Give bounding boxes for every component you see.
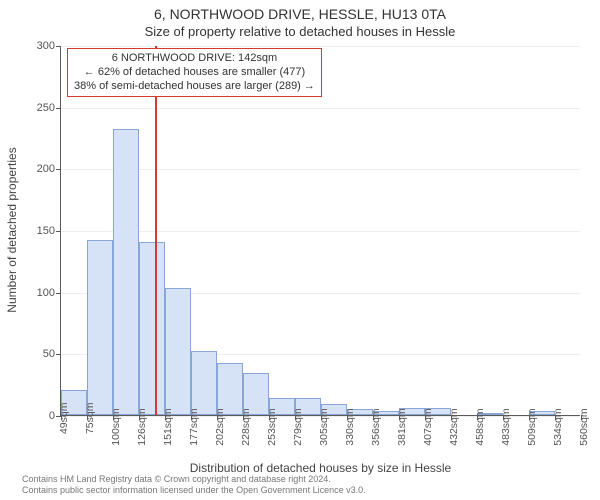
annotation-line-1: 6 NORTHWOOD DRIVE: 142sqm — [74, 52, 315, 66]
x-tick-label: 432sqm — [449, 371, 460, 421]
y-tick-label: 100 — [37, 287, 61, 299]
x-tick-label: 305sqm — [319, 371, 330, 421]
reference-line — [155, 46, 157, 415]
y-tick-label: 200 — [37, 163, 61, 175]
histogram-plot: 6 NORTHWOOD DRIVE: 142sqm ← 62% of detac… — [60, 46, 580, 416]
x-tick-label: 126sqm — [137, 371, 148, 421]
page-title: 6, NORTHWOOD DRIVE, HESSLE, HU13 0TA — [0, 6, 600, 22]
x-tick-label: 202sqm — [215, 371, 226, 421]
x-tick-label: 330sqm — [345, 371, 356, 421]
y-tick-label: 150 — [37, 225, 61, 237]
grid-line — [61, 46, 580, 47]
annotation-box: 6 NORTHWOOD DRIVE: 142sqm ← 62% of detac… — [67, 48, 322, 97]
x-tick-label: 534sqm — [553, 371, 564, 421]
x-tick-label: 177sqm — [189, 371, 200, 421]
footnote-line-2: Contains public sector information licen… — [22, 485, 366, 496]
annotation-line-2: ← 62% of detached houses are smaller (47… — [74, 66, 315, 80]
x-tick-label: 49sqm — [59, 371, 70, 421]
x-tick-label: 509sqm — [527, 371, 538, 421]
y-tick-label: 50 — [43, 348, 61, 360]
annotation-line-3: 38% of semi-detached houses are larger (… — [74, 80, 315, 94]
grid-line — [61, 108, 580, 109]
footnote-line-1: Contains HM Land Registry data © Crown c… — [22, 474, 366, 485]
x-tick-label: 458sqm — [475, 371, 486, 421]
x-tick-label: 75sqm — [85, 371, 96, 421]
x-tick-label: 560sqm — [579, 371, 590, 421]
page-subtitle: Size of property relative to detached ho… — [0, 24, 600, 39]
x-tick-label: 228sqm — [241, 371, 252, 421]
y-tick-label: 300 — [37, 40, 61, 52]
x-tick-label: 100sqm — [111, 371, 122, 421]
footnote: Contains HM Land Registry data © Crown c… — [22, 474, 366, 497]
x-tick-label: 151sqm — [163, 371, 174, 421]
x-tick-label: 279sqm — [293, 371, 304, 421]
y-axis-label: Number of detached properties — [5, 147, 19, 312]
x-tick-label: 356sqm — [371, 371, 382, 421]
x-tick-label: 381sqm — [397, 371, 408, 421]
x-tick-label: 483sqm — [501, 371, 512, 421]
y-tick-label: 250 — [37, 102, 61, 114]
x-tick-label: 407sqm — [423, 371, 434, 421]
x-tick-label: 253sqm — [267, 371, 278, 421]
